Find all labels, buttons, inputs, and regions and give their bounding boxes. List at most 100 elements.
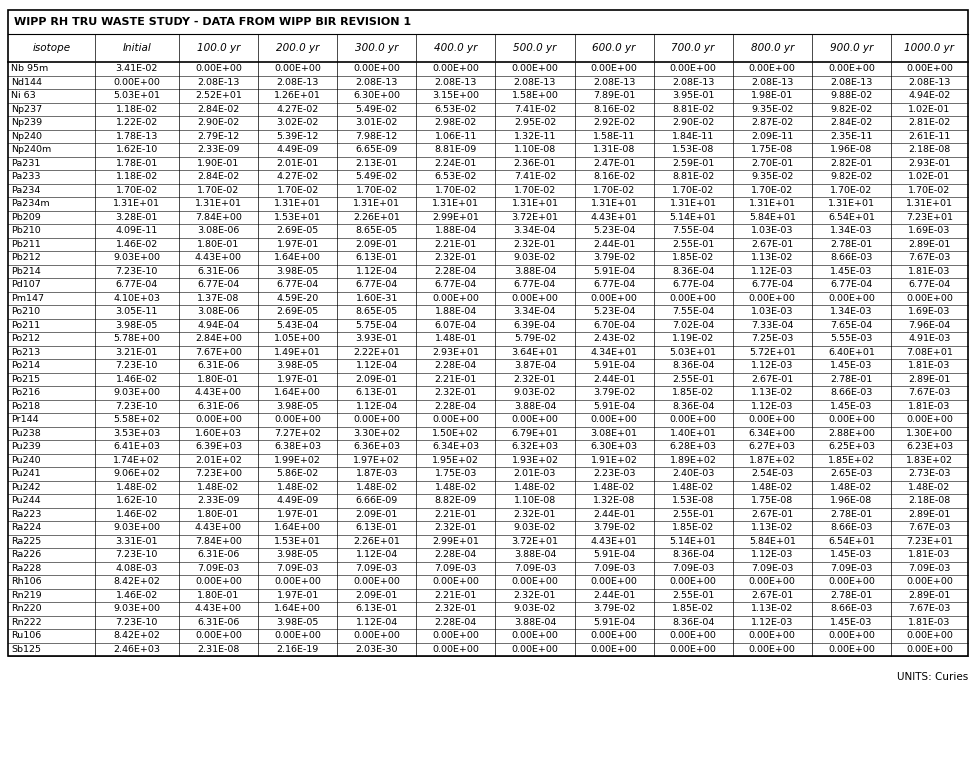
Text: 4.49E-09: 4.49E-09 xyxy=(276,146,318,154)
Text: 6.13E-01: 6.13E-01 xyxy=(356,604,398,613)
Text: 2.67E-01: 2.67E-01 xyxy=(752,240,794,249)
Text: 4.08E-03: 4.08E-03 xyxy=(116,564,158,572)
Text: 0.00E+00: 0.00E+00 xyxy=(591,294,638,303)
Text: 7.55E-04: 7.55E-04 xyxy=(672,307,714,316)
Text: 2.55E-01: 2.55E-01 xyxy=(672,590,714,600)
Text: 4.94E-02: 4.94E-02 xyxy=(908,92,951,100)
Text: 1.31E+01: 1.31E+01 xyxy=(669,199,716,208)
Text: 0.00E+00: 0.00E+00 xyxy=(195,631,242,640)
Text: 1.12E-04: 1.12E-04 xyxy=(356,550,398,559)
Text: 1.50E+02: 1.50E+02 xyxy=(432,429,479,438)
Text: 7.09E-03: 7.09E-03 xyxy=(593,564,635,572)
Text: 0.00E+00: 0.00E+00 xyxy=(828,631,875,640)
Text: 2.70E-01: 2.70E-01 xyxy=(752,159,794,168)
Text: 6.34E+00: 6.34E+00 xyxy=(749,429,796,438)
Text: 2.93E+01: 2.93E+01 xyxy=(432,348,479,357)
Text: 1.75E-08: 1.75E-08 xyxy=(752,146,794,154)
Text: 1.87E+02: 1.87E+02 xyxy=(749,456,796,465)
Text: 2.52E+01: 2.52E+01 xyxy=(195,92,242,100)
Text: Rh106: Rh106 xyxy=(11,577,41,586)
Text: 0.00E+00: 0.00E+00 xyxy=(195,577,242,586)
Text: 8.81E-02: 8.81E-02 xyxy=(672,105,714,114)
Text: 8.42E+02: 8.42E+02 xyxy=(114,631,160,640)
Text: 3.79E-02: 3.79E-02 xyxy=(593,253,635,262)
Text: 5.23E-04: 5.23E-04 xyxy=(593,307,635,316)
Text: 0.00E+00: 0.00E+00 xyxy=(274,631,321,640)
Text: 2.31E-08: 2.31E-08 xyxy=(197,644,240,654)
Text: 0.00E+00: 0.00E+00 xyxy=(432,294,479,303)
Text: 0.00E+00: 0.00E+00 xyxy=(512,294,559,303)
Text: 6.38E+03: 6.38E+03 xyxy=(274,442,321,451)
Text: 3.08E+01: 3.08E+01 xyxy=(591,429,638,438)
Text: 4.49E-09: 4.49E-09 xyxy=(276,496,318,505)
Text: 7.08E+01: 7.08E+01 xyxy=(906,348,953,357)
Text: 1.64E+00: 1.64E+00 xyxy=(274,388,321,397)
Text: 9.03E-02: 9.03E-02 xyxy=(514,388,556,397)
Text: 7.23E-10: 7.23E-10 xyxy=(116,267,158,276)
Text: Np239: Np239 xyxy=(11,118,42,128)
Text: 2.44E-01: 2.44E-01 xyxy=(593,375,635,384)
Text: 3.08E-06: 3.08E-06 xyxy=(197,226,240,235)
Text: 1.81E-03: 1.81E-03 xyxy=(908,267,951,276)
Text: 6.77E-04: 6.77E-04 xyxy=(435,280,477,289)
Text: 1.69E-03: 1.69E-03 xyxy=(908,226,951,235)
Text: 2.82E-01: 2.82E-01 xyxy=(830,159,872,168)
Text: 2.73E-03: 2.73E-03 xyxy=(908,469,951,478)
Text: 1.31E+01: 1.31E+01 xyxy=(274,199,321,208)
Text: Po218: Po218 xyxy=(11,402,40,411)
Text: 3.34E-04: 3.34E-04 xyxy=(514,226,557,235)
Text: 2.08E-13: 2.08E-13 xyxy=(514,78,556,87)
Text: 6.31E-06: 6.31E-06 xyxy=(197,550,240,559)
Text: 2.93E-01: 2.93E-01 xyxy=(908,159,951,168)
Text: 3.98E-05: 3.98E-05 xyxy=(276,361,318,370)
Text: 8.36E-04: 8.36E-04 xyxy=(672,618,714,626)
Text: 7.09E-03: 7.09E-03 xyxy=(751,564,794,572)
Text: 5.75E-04: 5.75E-04 xyxy=(356,321,398,330)
Text: 3.79E-02: 3.79E-02 xyxy=(593,523,635,532)
Text: 2.21E-01: 2.21E-01 xyxy=(435,510,477,519)
Text: 6.31E-06: 6.31E-06 xyxy=(197,618,240,626)
Text: 1.64E+00: 1.64E+00 xyxy=(274,523,321,532)
Text: 2.99E+01: 2.99E+01 xyxy=(432,213,479,222)
Text: Rn220: Rn220 xyxy=(11,604,41,613)
Text: 6.40E+01: 6.40E+01 xyxy=(828,348,875,357)
Text: 0.00E+00: 0.00E+00 xyxy=(591,644,638,654)
Text: 1000.0 yr: 1000.0 yr xyxy=(905,43,955,53)
Text: 1.64E+00: 1.64E+00 xyxy=(274,253,321,262)
Text: Po215: Po215 xyxy=(11,375,40,384)
Text: 1.70E-02: 1.70E-02 xyxy=(908,186,951,195)
Text: 1.80E-01: 1.80E-01 xyxy=(197,375,239,384)
Text: 5.58E+02: 5.58E+02 xyxy=(114,415,160,424)
Text: 3.98E-05: 3.98E-05 xyxy=(276,618,318,626)
Text: 2.03E-30: 2.03E-30 xyxy=(356,644,398,654)
Text: 7.23E-10: 7.23E-10 xyxy=(116,402,158,411)
Text: 1.48E-02: 1.48E-02 xyxy=(276,483,318,492)
Text: 1.87E-03: 1.87E-03 xyxy=(356,469,398,478)
Text: 1.58E+00: 1.58E+00 xyxy=(512,92,559,100)
Text: 3.72E+01: 3.72E+01 xyxy=(512,537,559,546)
Text: 1.45E-03: 1.45E-03 xyxy=(830,550,872,559)
Text: 2.69E-05: 2.69E-05 xyxy=(276,226,318,235)
Text: UNITS: Curies: UNITS: Curies xyxy=(897,672,968,682)
Text: 1.93E+02: 1.93E+02 xyxy=(512,456,559,465)
Text: Pu244: Pu244 xyxy=(11,496,40,505)
Text: 6.31E-06: 6.31E-06 xyxy=(197,402,240,411)
Text: 2.08E-13: 2.08E-13 xyxy=(593,78,635,87)
Text: Pu242: Pu242 xyxy=(11,483,40,492)
Text: 7.33E-04: 7.33E-04 xyxy=(751,321,794,330)
Text: 2.32E-01: 2.32E-01 xyxy=(435,523,477,532)
Text: Rn222: Rn222 xyxy=(11,618,41,626)
Text: 2.26E+01: 2.26E+01 xyxy=(353,213,400,222)
Text: 1.48E-01: 1.48E-01 xyxy=(435,334,477,343)
Text: 0.00E+00: 0.00E+00 xyxy=(591,64,638,74)
Text: 1.12E-03: 1.12E-03 xyxy=(751,402,794,411)
Text: 2.09E-01: 2.09E-01 xyxy=(356,375,398,384)
Text: 1.18E-02: 1.18E-02 xyxy=(116,172,158,181)
Text: 1.85E-02: 1.85E-02 xyxy=(672,604,714,613)
Text: 1.48E-02: 1.48E-02 xyxy=(514,483,556,492)
Text: Pa234: Pa234 xyxy=(11,186,40,195)
Text: 6.53E-02: 6.53E-02 xyxy=(435,105,477,114)
Text: 1.81E-03: 1.81E-03 xyxy=(908,618,951,626)
Text: 2.08E-13: 2.08E-13 xyxy=(830,78,872,87)
Text: 7.96E-04: 7.96E-04 xyxy=(908,321,951,330)
